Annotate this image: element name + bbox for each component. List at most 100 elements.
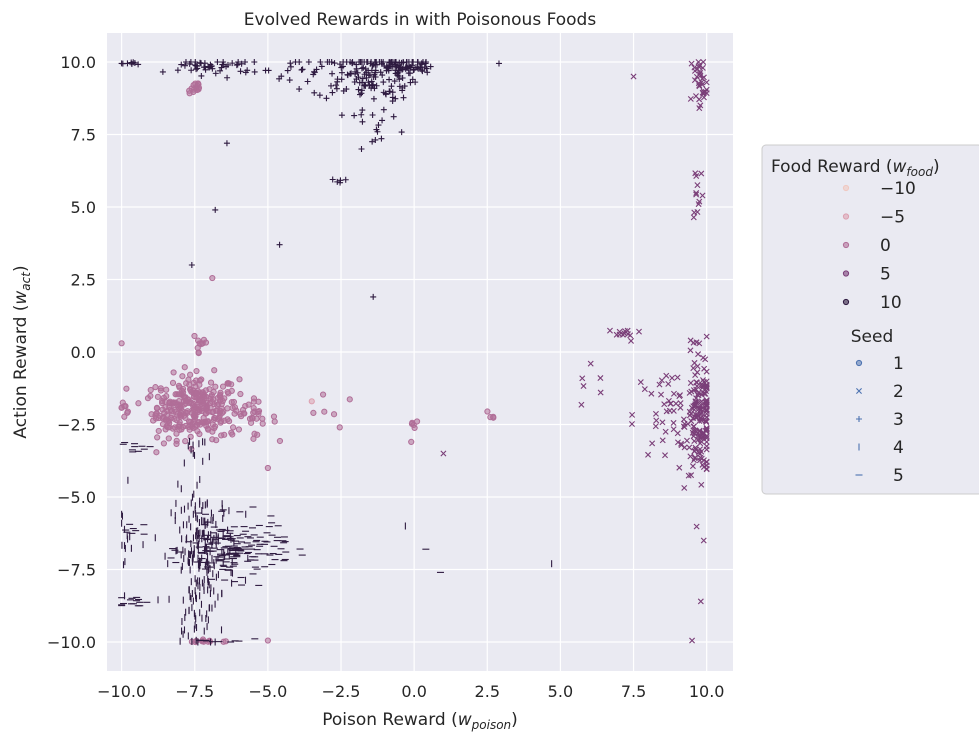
x-tick-label: 7.5 — [621, 682, 646, 701]
point-seed-1 — [213, 384, 218, 389]
y-axis-label: Action Reward (wact) — [11, 265, 33, 438]
legend-seed-label: 2 — [893, 382, 904, 402]
legend-hue-label: −5 — [880, 208, 905, 228]
point-seed-1 — [192, 333, 197, 338]
point-seed-1 — [212, 402, 217, 407]
point-seed-1 — [196, 351, 201, 356]
x-tick-label: −7.5 — [175, 682, 214, 701]
legend-seed-label: 1 — [893, 354, 904, 374]
point-seed-1 — [197, 382, 202, 387]
point-seed-1 — [208, 380, 213, 385]
legend-hue-swatch — [843, 214, 848, 219]
point-seed-1 — [204, 411, 209, 416]
point-seed-1 — [197, 390, 202, 395]
point-seed-1 — [183, 439, 188, 444]
point-seed-1 — [218, 408, 223, 413]
point-seed-1 — [171, 370, 176, 375]
x-tick-label: 5.0 — [548, 682, 573, 701]
point-seed-1 — [119, 405, 124, 410]
point-seed-1 — [265, 638, 270, 643]
point-seed-1 — [199, 377, 204, 382]
point-seed-1 — [214, 438, 219, 443]
point-seed-1 — [220, 398, 225, 403]
legend-seed-label: 3 — [893, 410, 904, 430]
x-tick-labels: −10.0 −7.5 −5.0 −2.5 0.0 2.5 5.0 7.5 10.0 — [97, 682, 724, 701]
point-seed-1 — [125, 409, 130, 414]
point-seed-1 — [177, 385, 182, 390]
point-seed-1 — [201, 420, 206, 425]
point-seed-1 — [149, 412, 154, 417]
legend-hue-label: −10 — [880, 179, 916, 199]
y-tick-label: −2.5 — [57, 416, 96, 435]
point-seed-1 — [179, 392, 184, 397]
point-seed-1 — [154, 450, 159, 455]
point-seed-1 — [414, 419, 419, 424]
x-tick-label: −5.0 — [248, 682, 287, 701]
point-seed-1 — [311, 410, 316, 415]
point-seed-1 — [148, 387, 153, 392]
point-seed-1 — [272, 419, 277, 424]
point-seed-1 — [191, 391, 196, 396]
legend-hue-swatch — [843, 299, 848, 304]
x-tick-label: −2.5 — [322, 682, 361, 701]
point-seed-1 — [136, 401, 141, 406]
y-tick-label: −5.0 — [57, 488, 96, 507]
point-seed-1 — [161, 441, 166, 446]
point-seed-1 — [251, 410, 256, 415]
point-seed-1 — [236, 427, 241, 432]
point-seed-1 — [320, 392, 325, 397]
legend-seed-label: 4 — [893, 438, 904, 458]
point-seed-1 — [119, 341, 124, 346]
legend-box — [762, 145, 979, 494]
point-seed-1 — [213, 424, 218, 429]
point-seed-1 — [170, 380, 175, 385]
point-seed-1 — [182, 365, 187, 370]
point-seed-1 — [177, 427, 182, 432]
legend: Food Reward (wfood) −10 −5 0 5 10 Seed 1 2 3 4 5 — [762, 145, 979, 494]
point-seed-1 — [277, 438, 282, 443]
point-seed-1 — [211, 417, 216, 422]
y-tick-label: −7.5 — [57, 561, 96, 580]
legend-hue-label: 5 — [880, 265, 891, 285]
point-seed-1 — [337, 425, 342, 430]
point-seed-1 — [158, 388, 163, 393]
point-seed-1 — [225, 381, 230, 386]
point-seed-1 — [208, 396, 213, 401]
y-tick-label: 0.0 — [71, 343, 96, 362]
legend-hue-label: 10 — [880, 293, 902, 313]
legend-hue-swatch — [843, 271, 848, 276]
point-seed-1 — [260, 421, 265, 426]
point-seed-1 — [180, 374, 185, 379]
point-seed-1 — [309, 399, 314, 404]
point-seed-1 — [124, 386, 129, 391]
legend-seed-label: 5 — [893, 466, 904, 486]
y-tick-label: 10.0 — [60, 53, 96, 72]
point-seed-1 — [164, 424, 169, 429]
point-seed-1 — [187, 427, 192, 432]
point-seed-1 — [856, 360, 861, 365]
point-seed-1 — [243, 403, 248, 408]
point-seed-1 — [122, 414, 127, 419]
point-seed-1 — [186, 377, 191, 382]
point-seed-1 — [255, 432, 260, 437]
point-seed-1 — [265, 465, 270, 470]
legend-seed-title: Seed — [851, 327, 894, 347]
point-seed-1 — [322, 409, 327, 414]
point-seed-1 — [120, 400, 125, 405]
point-seed-1 — [485, 409, 490, 414]
point-seed-1 — [164, 394, 169, 399]
legend-hue-swatch — [843, 185, 848, 190]
point-seed-1 — [251, 399, 256, 404]
y-tick-label: 2.5 — [71, 271, 96, 290]
point-seed-1 — [185, 409, 190, 414]
point-seed-1 — [271, 414, 276, 419]
point-seed-1 — [155, 435, 160, 440]
point-seed-1 — [156, 415, 161, 420]
point-seed-1 — [204, 403, 209, 408]
point-seed-1 — [347, 397, 352, 402]
x-tick-label: 10.0 — [689, 682, 725, 701]
point-seed-1 — [238, 391, 243, 396]
x-tick-label: 0.0 — [401, 682, 426, 701]
point-seed-1 — [197, 431, 202, 436]
